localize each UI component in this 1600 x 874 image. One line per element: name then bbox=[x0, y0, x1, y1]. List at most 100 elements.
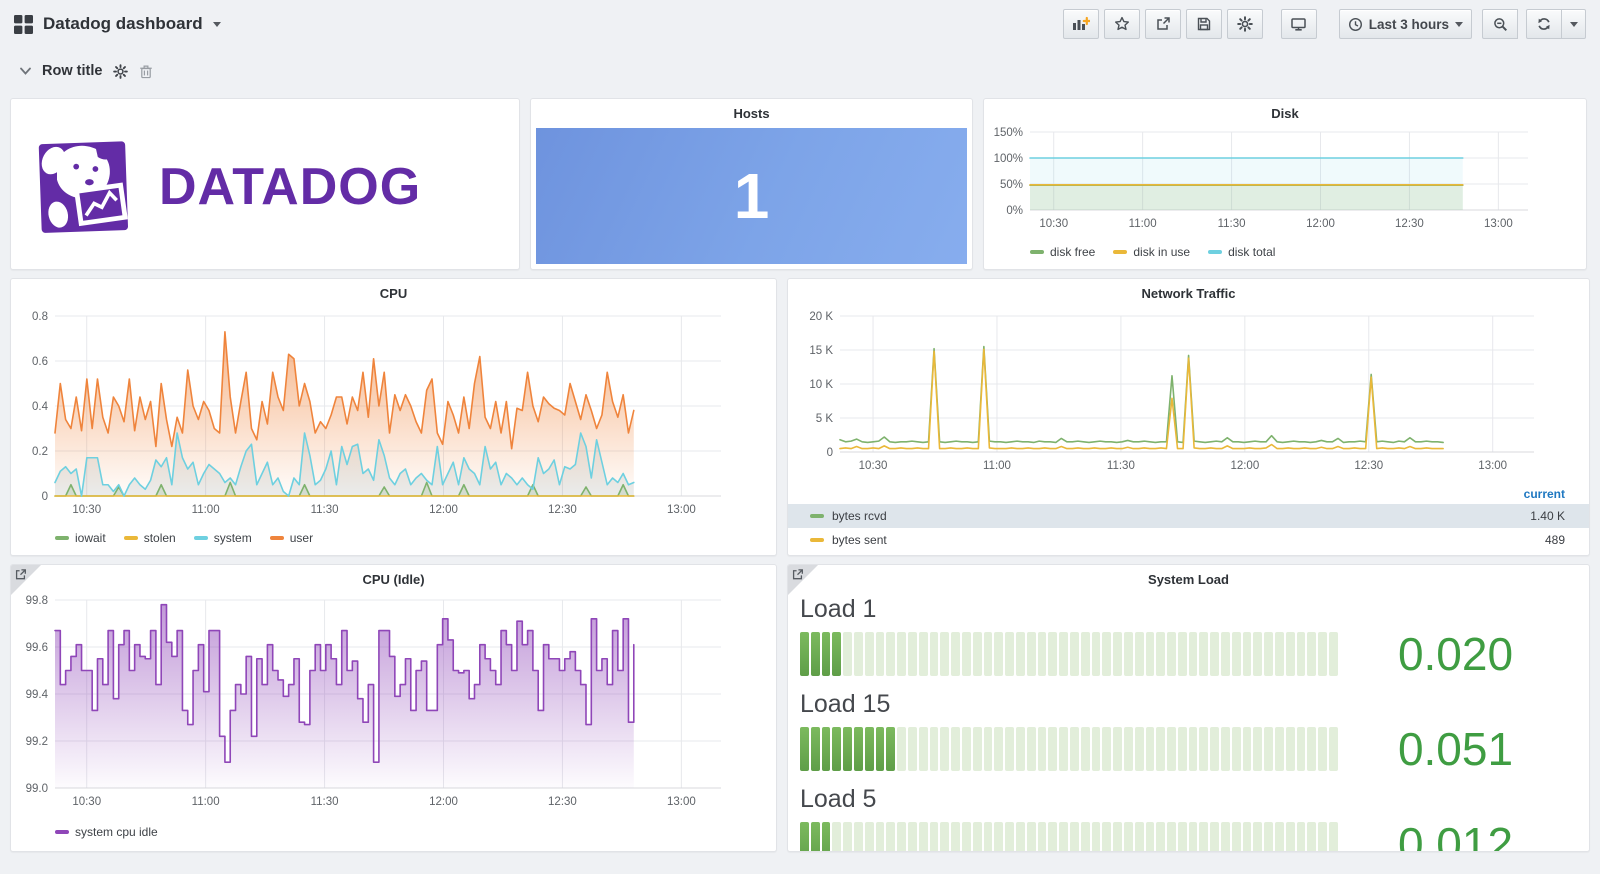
gauge-segment bbox=[1069, 822, 1079, 851]
star-button[interactable] bbox=[1103, 9, 1140, 39]
chevron-down-icon bbox=[20, 67, 31, 75]
gauge-segment bbox=[1242, 727, 1252, 771]
time-picker-button[interactable]: Last 3 hours bbox=[1338, 9, 1472, 39]
gauge-segment bbox=[961, 822, 971, 851]
settings-button[interactable] bbox=[1226, 9, 1263, 39]
svg-text:12:00: 12:00 bbox=[1306, 218, 1335, 230]
gauge-segment bbox=[1167, 727, 1176, 771]
gauge-bar bbox=[800, 727, 1338, 771]
gauge-segment bbox=[1221, 822, 1230, 851]
gauge-value: 0.020 bbox=[1397, 628, 1514, 680]
network-chart[interactable]: 0 5 K 10 K 15 K 20 K 10:30 11:00 11:30 12:00 12:3… bbox=[788, 304, 1589, 476]
gauge-segment bbox=[810, 632, 820, 676]
refresh-interval-button[interactable] bbox=[1562, 9, 1586, 39]
gauge-bar bbox=[800, 632, 1338, 676]
cpu-chart[interactable]: 0 0.2 0.4 0.6 0.8 10:30 11:00 11:30 12:00 12:30 13… bbox=[11, 304, 776, 522]
gauge-segment bbox=[886, 822, 896, 851]
caret-down-icon bbox=[1455, 22, 1463, 27]
navbar-toolbar: Last 3 hours bbox=[1062, 9, 1586, 39]
dashboard-grid-icon bbox=[14, 15, 33, 34]
panel-cpu-idle: CPU (Idle) 99.0 99.2 99.4 99.6 99.8 10:30 11:0… bbox=[10, 564, 777, 852]
legend-item[interactable]: stolen bbox=[123, 531, 176, 545]
gauge-segment bbox=[1253, 632, 1263, 676]
legend-item[interactable]: iowait bbox=[55, 531, 106, 545]
gauge-segment bbox=[918, 632, 928, 676]
gauge-segment bbox=[875, 822, 885, 851]
row-settings-button[interactable] bbox=[113, 64, 128, 79]
gauge-segment bbox=[972, 822, 982, 851]
legend-item[interactable]: system bbox=[193, 531, 252, 545]
gauge-segment bbox=[1296, 822, 1306, 851]
svg-text:12:00: 12:00 bbox=[1230, 460, 1259, 472]
svg-text:11:30: 11:30 bbox=[311, 796, 339, 808]
panel-title-disk[interactable]: Disk bbox=[1271, 106, 1299, 121]
legend-item[interactable]: system cpu idle bbox=[55, 825, 158, 839]
legend-label: iowait bbox=[75, 531, 106, 545]
zoom-out-button[interactable] bbox=[1482, 9, 1518, 39]
add-panel-button[interactable] bbox=[1062, 9, 1099, 39]
gauge-segment bbox=[1264, 727, 1274, 771]
svg-text:12:30: 12:30 bbox=[1354, 460, 1383, 472]
panel-link-corner[interactable] bbox=[788, 565, 818, 595]
panel-network-traffic: Network Traffic 0 5 K 10 K 15 K 20 K 10:30 11:… bbox=[787, 278, 1590, 556]
cpu-idle-chart[interactable]: 99.0 99.2 99.4 99.6 99.8 10:30 11:00 11:30 12:00… bbox=[11, 590, 776, 816]
gauge-segment bbox=[1134, 822, 1144, 851]
gauge-segment bbox=[1188, 632, 1198, 676]
gauge-segment bbox=[1221, 632, 1230, 676]
legend-item[interactable]: user bbox=[269, 531, 313, 545]
panel-link-corner[interactable] bbox=[11, 565, 41, 595]
refresh-icon bbox=[1536, 16, 1552, 32]
legend-series-name: bytes sent bbox=[810, 533, 1545, 547]
gauge-segment bbox=[853, 727, 863, 771]
settings-icon bbox=[1237, 16, 1253, 32]
share-button[interactable] bbox=[1144, 9, 1181, 39]
refresh-button[interactable] bbox=[1526, 9, 1562, 39]
gauge-segment bbox=[800, 727, 809, 771]
gauge-segment bbox=[1231, 822, 1241, 851]
legend-item[interactable]: disk in use bbox=[1113, 245, 1190, 259]
row-delete-button[interactable] bbox=[139, 64, 153, 79]
gauge-segment bbox=[1026, 727, 1036, 771]
svg-text:99.4: 99.4 bbox=[26, 689, 49, 701]
gauge-segment bbox=[1253, 822, 1263, 851]
svg-text:12:30: 12:30 bbox=[548, 504, 577, 516]
gauge-segment bbox=[1026, 632, 1036, 676]
gauge-bar bbox=[800, 822, 1338, 851]
row-collapse-button[interactable] bbox=[20, 67, 31, 75]
panel-title-hosts[interactable]: Hosts bbox=[733, 106, 770, 121]
legend-label: disk free bbox=[1050, 245, 1096, 259]
legend-column-header[interactable]: current bbox=[1523, 487, 1565, 501]
tv-mode-button[interactable] bbox=[1280, 9, 1317, 39]
gauge-segment bbox=[843, 727, 852, 771]
svg-text:13:00: 13:00 bbox=[1478, 460, 1507, 472]
gauge-segment bbox=[1296, 727, 1306, 771]
gauge-segment bbox=[1015, 632, 1025, 676]
cpu-idle-legend: system cpu idle bbox=[11, 825, 776, 839]
gauge-segment bbox=[1210, 822, 1220, 851]
panel-title-network[interactable]: Network Traffic bbox=[1141, 286, 1236, 301]
gauge-segment bbox=[821, 822, 831, 851]
panel-title-cpu[interactable]: CPU bbox=[379, 286, 408, 301]
gauge-segment bbox=[1005, 822, 1014, 851]
gauge-segment bbox=[800, 632, 809, 676]
legend-table-row[interactable]: bytes sent 489 bbox=[788, 528, 1589, 552]
gauge-segment bbox=[907, 727, 917, 771]
gauge-segment bbox=[1210, 727, 1220, 771]
gauge-segment bbox=[821, 727, 831, 771]
disk-chart[interactable]: 0% 50% 100% 150% 10:30 11:00 11:30 12:00 12:30 13… bbox=[984, 124, 1586, 236]
gauge-segment bbox=[961, 727, 971, 771]
gauge-segment bbox=[1123, 727, 1133, 771]
legend-item[interactable]: disk free bbox=[1030, 245, 1095, 259]
gauge-segment bbox=[1156, 822, 1166, 851]
panel-title-cpu-idle[interactable]: CPU (Idle) bbox=[362, 572, 425, 587]
legend-item[interactable]: disk total bbox=[1208, 245, 1275, 259]
gauge-segment bbox=[1242, 822, 1252, 851]
gauge-segment bbox=[843, 822, 852, 851]
save-button[interactable] bbox=[1185, 9, 1222, 39]
svg-text:99.0: 99.0 bbox=[26, 783, 48, 795]
legend-table-row[interactable]: bytes rcvd 1.40 K bbox=[788, 504, 1589, 528]
dashboard-picker[interactable]: Datadog dashboard bbox=[14, 14, 221, 34]
gauge-segment bbox=[810, 727, 820, 771]
gauge-segment bbox=[897, 822, 906, 851]
panel-title-system-load[interactable]: System Load bbox=[1148, 572, 1229, 587]
